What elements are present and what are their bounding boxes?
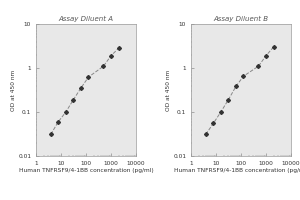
Y-axis label: OD at 450 nm: OD at 450 nm [11, 69, 16, 111]
X-axis label: Human TNFRSF9/4-1BB concentration (pg/ml): Human TNFRSF9/4-1BB concentration (pg/ml… [174, 168, 300, 173]
X-axis label: Human TNFRSF9/4-1BB concentration (pg/ml): Human TNFRSF9/4-1BB concentration (pg/ml… [19, 168, 153, 173]
Y-axis label: OD at 450 nm: OD at 450 nm [166, 69, 171, 111]
Title: Assay Diluent B: Assay Diluent B [214, 16, 268, 22]
Title: Assay Diluent A: Assay Diluent A [58, 16, 113, 22]
